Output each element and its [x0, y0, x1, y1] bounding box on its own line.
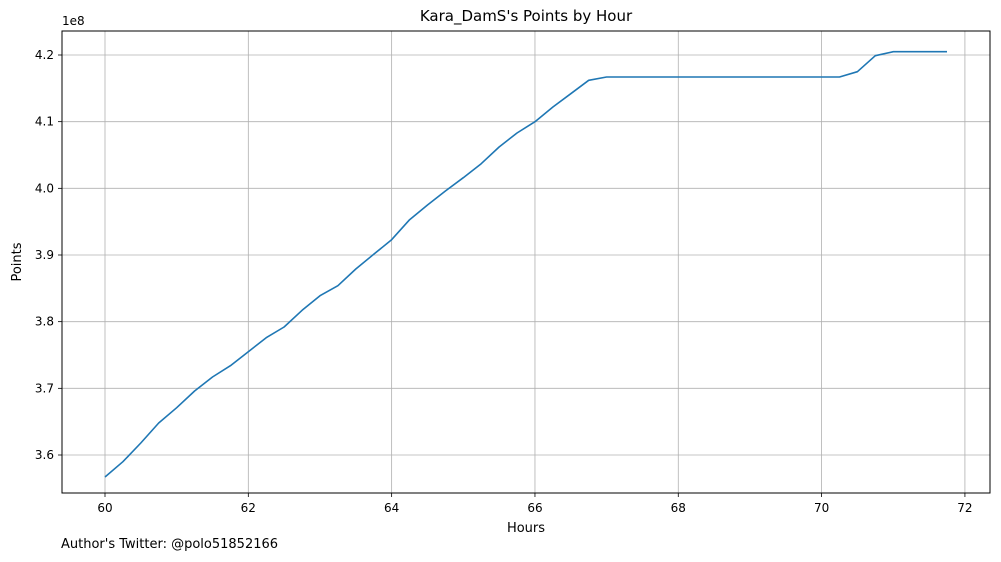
grid-lines [62, 31, 990, 493]
x-tick-label: 66 [527, 501, 542, 515]
axis-ticks: 60 62 64 66 68 70 72 3.6 3.7 3.8 3.9 4.0 4.1 4.2 [35, 48, 973, 515]
y-tick-label: 4.0 [35, 181, 54, 195]
x-tick-label: 70 [814, 501, 829, 515]
x-tick-label: 60 [97, 501, 112, 515]
series-group [104, 50, 947, 478]
x-tick-label: 72 [957, 501, 972, 515]
y-tick-label: 3.7 [35, 381, 54, 395]
author-attribution: Author's Twitter: @polo51852166 [61, 537, 279, 552]
chart-title: Kara_DamS's Points by Hour [420, 7, 633, 26]
x-axis-label: Hours [507, 521, 545, 536]
y-offset-label: 1e8 [62, 14, 85, 28]
y-tick-label: 4.1 [35, 115, 54, 129]
y-tick-label: 3.8 [35, 315, 54, 329]
x-tick-label: 68 [671, 501, 686, 515]
y-tick-label: 4.2 [35, 48, 54, 62]
y-axis-label: Points [10, 242, 25, 281]
y-tick-label: 3.6 [35, 448, 54, 462]
plot-frame [61, 30, 991, 494]
x-tick-label: 64 [384, 501, 399, 515]
series-line [104, 50, 947, 478]
x-tick-label: 62 [241, 501, 256, 515]
y-tick-label: 3.9 [35, 248, 54, 262]
